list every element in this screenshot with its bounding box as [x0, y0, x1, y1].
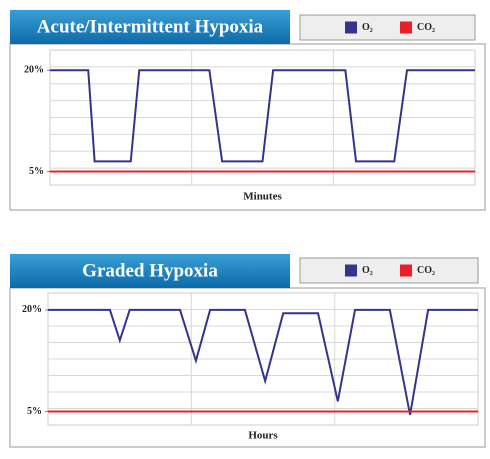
y-tick-label: 20%	[24, 65, 44, 76]
y-tick-label: 5%	[29, 166, 44, 177]
x-axis-label: Hours	[248, 430, 278, 442]
legend-label: CO₂	[417, 265, 435, 276]
title-tab	[10, 254, 290, 288]
y-tick-label: 20%	[22, 304, 42, 315]
x-axis-label: Minutes	[243, 191, 282, 203]
y-tick-label: 5%	[27, 406, 42, 417]
legend-box	[299, 14, 476, 41]
legend-swatch	[345, 264, 357, 277]
legend-swatch	[400, 21, 412, 34]
series-line	[50, 69, 475, 163]
legend-swatch	[400, 264, 412, 277]
legend-label: O₂	[362, 265, 373, 276]
legend-label: O₂	[362, 22, 373, 33]
legend-label: CO₂	[417, 22, 435, 33]
legend-box	[299, 257, 479, 284]
series-line	[48, 308, 478, 416]
legend-swatch	[345, 21, 357, 34]
chart-title: Graded Hypoxia	[82, 260, 218, 281]
title-tab	[10, 10, 290, 44]
chart-title: Acute/Intermittent Hypoxia	[37, 16, 264, 37]
